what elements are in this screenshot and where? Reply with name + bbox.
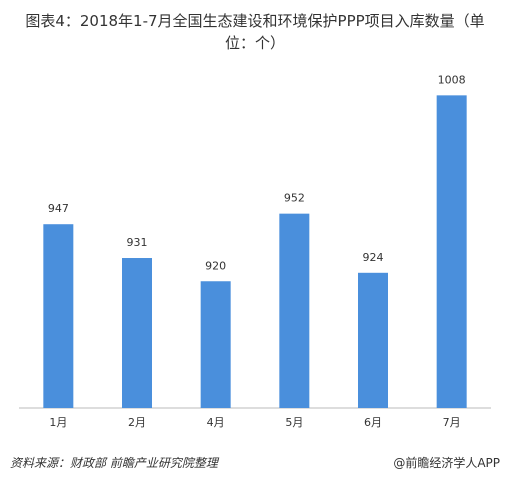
value-label: 920 xyxy=(205,259,226,272)
x-tick-label: 2月 xyxy=(128,416,146,429)
x-tick-label: 6月 xyxy=(364,416,382,429)
value-label: 1008 xyxy=(438,73,466,86)
x-tick-label: 7月 xyxy=(443,416,461,429)
bar xyxy=(358,272,388,408)
bar xyxy=(436,95,467,408)
value-label: 924 xyxy=(363,251,384,264)
x-tick-label: 5月 xyxy=(285,416,303,429)
x-tick-label: 4月 xyxy=(207,416,225,429)
bar xyxy=(279,213,310,408)
brand-note: @前瞻经济学人APP xyxy=(393,456,500,470)
x-tick-label: 1月 xyxy=(49,416,67,429)
bar xyxy=(122,258,152,408)
bar xyxy=(200,281,231,408)
value-label: 931 xyxy=(127,236,148,249)
value-label: 947 xyxy=(48,202,69,215)
source-note: 资料来源：财政部 前瞻产业研究院整理 xyxy=(10,456,218,470)
value-label: 952 xyxy=(284,192,305,205)
chart-title: 图表4：2018年1-7月全国生态建设和环境保护PPP项目入库数量（单位：个） xyxy=(25,12,485,52)
bar xyxy=(43,224,74,408)
